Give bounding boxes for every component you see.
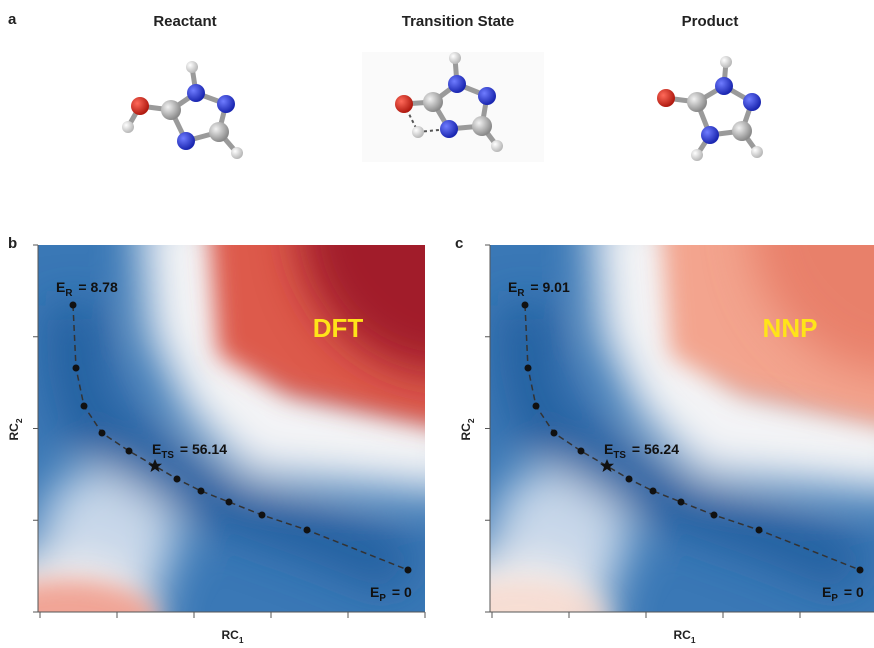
- path-point: [72, 364, 80, 372]
- transition-star: [148, 459, 162, 472]
- ts-energy: ETS = 56.24: [604, 441, 679, 461]
- path-point: [577, 447, 585, 455]
- path-point: [856, 566, 864, 574]
- panel-label: c: [455, 235, 463, 252]
- path-point: [80, 402, 88, 410]
- path-point: [625, 475, 633, 483]
- method-label: NNP: [763, 313, 818, 343]
- molecule: [122, 61, 243, 159]
- path-point: [524, 364, 532, 372]
- structure-title: Reactant: [153, 13, 216, 30]
- y-axis-label: RC2: [7, 418, 24, 440]
- panel-label: a: [8, 11, 17, 28]
- heatmap: [490, 245, 874, 612]
- path-point: [755, 526, 763, 534]
- path-point: [521, 301, 529, 309]
- path-point: [225, 498, 233, 506]
- transition-star: [600, 459, 614, 472]
- path-point: [98, 429, 106, 437]
- energy-map: NNP ER = 9.01 ETS = 56.24 EP = 0 RC1 RC2: [459, 244, 874, 645]
- molecule: [362, 52, 544, 162]
- ts-energy: ETS = 56.14: [152, 441, 227, 461]
- y-axis-label: RC2: [459, 418, 476, 440]
- product-energy: EP = 0: [370, 584, 412, 604]
- path-point: [303, 526, 311, 534]
- reaction-path: [72, 304, 409, 571]
- path-point: [173, 475, 181, 483]
- product-energy: EP = 0: [822, 584, 864, 604]
- path-point: [69, 301, 77, 309]
- path-point: [197, 487, 205, 495]
- reactant-energy: ER = 8.78: [56, 279, 118, 299]
- molecule: [657, 56, 763, 161]
- energy-map: DFT ER = 8.78 ETS = 56.14 EP = 0 RC1 RC2: [7, 244, 426, 645]
- path-point: [710, 511, 718, 519]
- panel-label: b: [8, 235, 17, 252]
- path-point: [550, 429, 558, 437]
- path-point: [532, 402, 540, 410]
- structure-title: Transition State: [402, 13, 515, 30]
- method-label: DFT: [313, 313, 364, 343]
- structure-title: Product: [682, 13, 739, 30]
- path-point: [125, 447, 133, 455]
- reaction-path: [524, 304, 861, 571]
- x-axis-label: RC1: [222, 628, 244, 645]
- path-point: [258, 511, 266, 519]
- x-axis-label: RC1: [674, 628, 696, 645]
- path-point: [677, 498, 685, 506]
- reactant-energy: ER = 9.01: [508, 279, 570, 299]
- path-point: [404, 566, 412, 574]
- path-point: [649, 487, 657, 495]
